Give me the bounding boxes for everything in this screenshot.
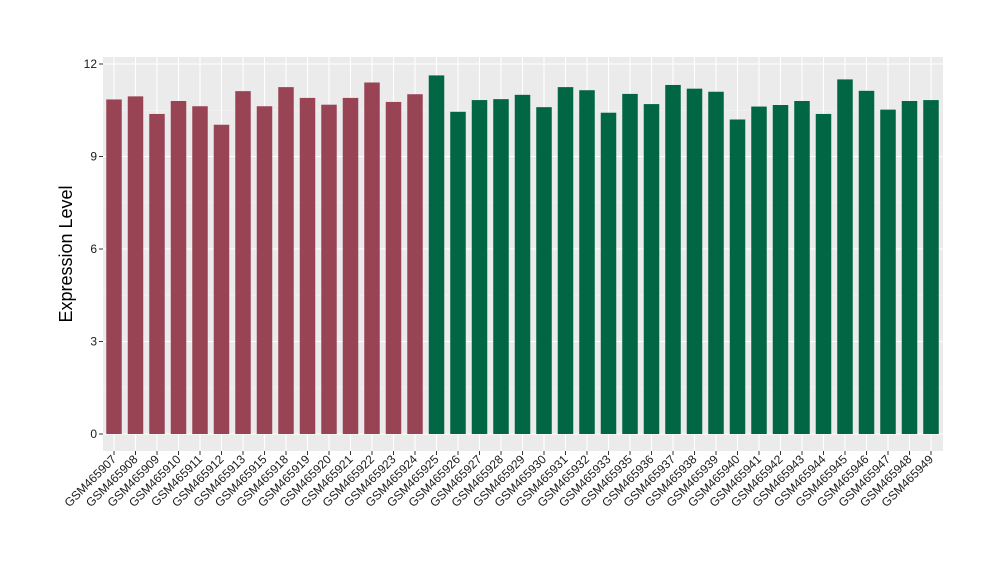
bar-GSM465927 <box>471 100 488 434</box>
bar-GSM465918 <box>278 87 294 434</box>
y-tick-label: 3 <box>90 335 97 349</box>
bar-GSM465932 <box>579 90 595 434</box>
bar-GSM465921 <box>342 97 359 435</box>
bars <box>106 75 939 435</box>
bar-GSM465949 <box>923 100 939 434</box>
bar-GSM465907 <box>106 99 122 434</box>
bar-GSM465915 <box>256 106 273 434</box>
bar-GSM465944 <box>815 113 832 434</box>
bar-GSM465929 <box>514 94 531 434</box>
bar-GSM465945 <box>837 79 853 435</box>
y-tick-label: 9 <box>90 150 97 164</box>
bar-GSM465948 <box>901 101 918 434</box>
y-axis-label: Expression Level <box>56 185 76 322</box>
bar-GSM465911 <box>192 106 208 434</box>
x-axis: GSM465907GSM465908GSM465909GSM465910GSM4… <box>62 451 936 510</box>
bar-GSM465947 <box>880 109 896 434</box>
bar-GSM465946 <box>858 90 875 434</box>
bar-GSM465908 <box>127 96 144 434</box>
bar-GSM465939 <box>708 91 724 434</box>
bar-GSM465919 <box>299 97 316 435</box>
y-tick-label: 12 <box>84 57 98 71</box>
bar-GSM465928 <box>493 99 509 435</box>
bar-GSM465943 <box>794 101 810 434</box>
y-tick-label: 6 <box>90 242 97 256</box>
bar-GSM465942 <box>772 105 789 434</box>
bar-GSM465930 <box>536 107 552 435</box>
bar-GSM465912 <box>213 124 230 434</box>
bar-GSM465925 <box>428 75 445 435</box>
bar-GSM465940 <box>729 119 746 434</box>
bar-GSM465941 <box>751 106 767 435</box>
bar-GSM465938 <box>686 88 703 435</box>
bar-GSM465920 <box>321 104 337 434</box>
bar-GSM465910 <box>170 101 187 434</box>
bar-GSM465923 <box>385 101 402 435</box>
bar-GSM465933 <box>600 112 617 434</box>
bar-GSM465931 <box>557 87 574 434</box>
y-tick-label: 0 <box>90 427 97 441</box>
bar-GSM465909 <box>149 113 165 434</box>
bar-GSM465935 <box>622 93 638 435</box>
bar-GSM465936 <box>643 104 660 434</box>
bar-GSM465924 <box>407 94 423 434</box>
bar-GSM465926 <box>450 111 466 435</box>
y-axis: 0 3 6 9 12 <box>84 57 103 441</box>
bar-GSM465913 <box>235 91 251 434</box>
bar-GSM465922 <box>364 82 380 434</box>
bar-GSM465937 <box>665 84 681 434</box>
